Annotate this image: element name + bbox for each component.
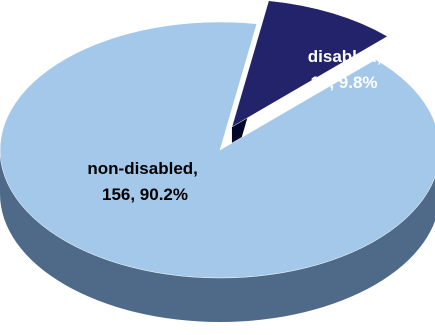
slice-label-non-disabled-line2: 156, 90.2% (102, 185, 188, 204)
pie-labels: non-disabled, 156, 90.2% disabled, 17, 9… (87, 47, 386, 204)
slice-label-non-disabled-line1: non-disabled, (87, 159, 198, 178)
slice-label-disabled-line1: disabled, (308, 47, 382, 66)
slice-label-disabled-line2: 17, 9.8% (310, 73, 377, 92)
pie-side-non-disabled (0, 150, 435, 322)
pie-slice-disabled (231, 0, 388, 128)
pie-slice-non-disabled (0, 21, 435, 279)
slice-label-disabled: disabled, 17, 9.8% (308, 47, 386, 92)
slice-label-non-disabled: non-disabled, 156, 90.2% (87, 159, 202, 204)
pie-tops (0, 0, 435, 279)
